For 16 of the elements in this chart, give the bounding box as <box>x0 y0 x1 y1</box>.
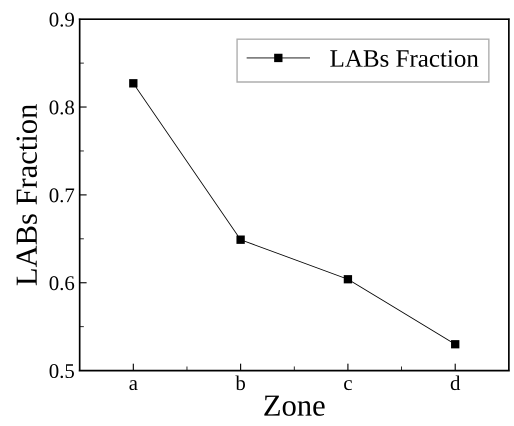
y-axis-title: LABs Fraction <box>16 104 38 286</box>
y-tick-label: 0.6 <box>50 276 74 290</box>
x-tick-label: d <box>450 375 460 390</box>
y-tick-label: 0.9 <box>50 12 74 27</box>
x-tick-label: a <box>129 380 138 390</box>
y-tick-label: 0.8 <box>50 100 74 115</box>
point <box>129 79 138 88</box>
point <box>451 340 460 348</box>
x-tick-label: c <box>344 380 352 390</box>
point <box>344 275 352 284</box>
x-tick-label: b <box>235 375 246 390</box>
y-tick-label: 0.7 <box>50 188 74 202</box>
x-axis-title: Zone <box>264 396 325 416</box>
y-tick-label: 0.5 <box>50 364 74 378</box>
point <box>236 236 245 244</box>
legend-label: LABs Fraction <box>330 50 478 67</box>
